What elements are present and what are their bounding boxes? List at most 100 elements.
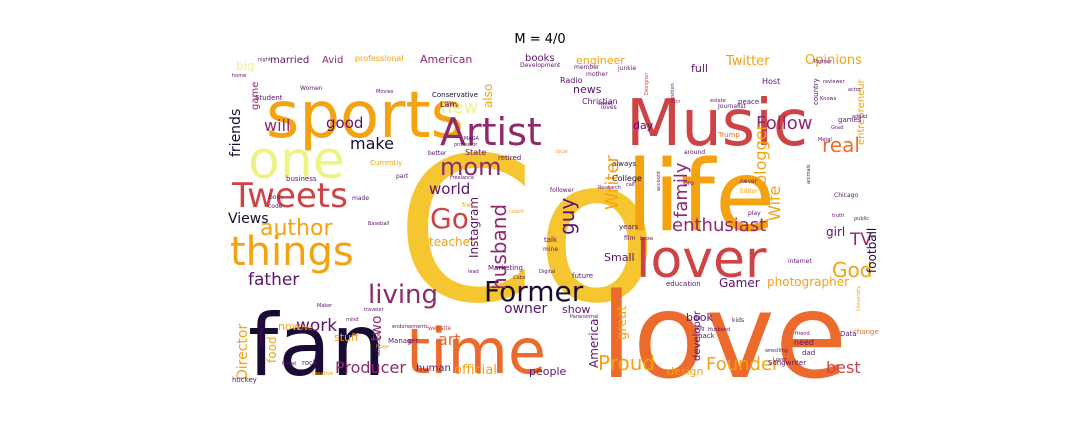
word-never: never	[740, 178, 758, 185]
word-huge: Huge	[376, 344, 389, 350]
word-real: real	[822, 133, 860, 157]
word-know: know	[640, 236, 653, 242]
word-husband: husband	[487, 204, 511, 290]
word-writer: Writer	[602, 154, 623, 210]
word-producer: Producer	[335, 358, 406, 377]
word-co: Co	[396, 115, 658, 348]
word-big: big	[236, 59, 255, 73]
word-radio: Radio	[560, 76, 583, 85]
word-maga: MAGA	[464, 136, 480, 142]
word-great: great	[615, 306, 630, 340]
word-new: new	[441, 97, 478, 118]
word-make: make	[350, 134, 394, 153]
word-business: business	[286, 175, 317, 183]
word-former: Former	[484, 275, 584, 308]
word-kids: kids	[732, 317, 744, 324]
word-estate: estate	[710, 98, 726, 104]
word-freelance: Freelance	[450, 175, 474, 181]
word-books: books	[525, 53, 555, 64]
cloud-background	[228, 45, 880, 385]
word-lover: lover	[636, 230, 767, 290]
word-lover: Lover	[773, 357, 788, 363]
word-games: games	[838, 116, 862, 124]
word-student: Student	[255, 94, 283, 102]
word-author: author	[260, 216, 333, 241]
word-friend: friend	[795, 331, 810, 337]
word-knows: Knows	[820, 96, 837, 102]
word-photographer: photographer	[767, 275, 849, 289]
word-manager: Manager	[388, 337, 419, 345]
word-peace: peace	[738, 98, 759, 106]
word-movies: Movies	[376, 89, 394, 95]
word-currently: Currently	[370, 159, 402, 167]
word-coach: coach	[509, 209, 524, 215]
word-love: love	[600, 267, 847, 385]
word-food: food	[265, 336, 279, 363]
word-things: things	[230, 229, 354, 275]
word-better: better	[428, 150, 447, 157]
word-data: Data	[840, 330, 857, 338]
word-call: call	[626, 182, 635, 188]
word-sweet: sweet	[598, 101, 613, 107]
word-night: night	[258, 57, 271, 63]
word-god: God	[832, 258, 872, 282]
word-local: local	[556, 149, 568, 155]
word-official: official	[454, 363, 497, 378]
word-living: living	[368, 280, 438, 310]
word-country: country	[812, 78, 820, 105]
figure-title: M = 4/0	[514, 32, 566, 47]
word-internet: internet	[788, 258, 812, 265]
word-website: website	[428, 325, 452, 332]
word-professional: professional	[355, 54, 403, 63]
word-truth: truth	[832, 213, 844, 219]
word-change: change	[853, 328, 879, 336]
word-wrestling: wrestling	[765, 348, 788, 354]
word-design: design	[667, 365, 704, 378]
word-owner: owner	[504, 301, 548, 317]
word-development: Development	[520, 62, 561, 69]
word-football: football	[865, 228, 879, 273]
word-always: always	[612, 160, 636, 168]
word-christian: Christian	[582, 97, 618, 106]
word-education: education	[666, 280, 701, 288]
word-part: part	[396, 173, 409, 180]
word-public: public	[854, 216, 869, 222]
word-husband: Husband	[708, 327, 730, 333]
word-retired: retired	[498, 154, 521, 162]
word-made: made	[352, 195, 369, 202]
word-nation: Nation	[664, 99, 680, 105]
word-digital: Digital	[539, 269, 555, 275]
word-developer: developer	[692, 310, 703, 361]
word-research: Research	[598, 185, 621, 191]
word-guy: guy	[555, 198, 579, 235]
word-follower: follower	[550, 187, 574, 194]
word-founder: Founder	[706, 354, 780, 375]
word-endorsements: endorsements	[392, 324, 428, 330]
word-women: Women	[300, 85, 323, 92]
word-state: State	[465, 148, 486, 157]
word-twitter: Twitter	[725, 54, 770, 69]
word-work: work	[296, 316, 337, 336]
word-director: Director	[235, 324, 251, 380]
word-engineer: engineer	[576, 54, 625, 67]
word-editor: Editor	[740, 188, 758, 195]
word-opinions: Opinions	[805, 53, 862, 68]
word-now: now	[278, 320, 301, 333]
word-american: American	[420, 53, 472, 66]
word-full: full	[691, 62, 708, 75]
word-actor: actor	[848, 87, 862, 93]
word-best: best	[826, 358, 861, 377]
word-cubs: Cubs	[513, 275, 526, 281]
word-hockey: hockey	[232, 376, 257, 384]
word-born: born	[269, 194, 283, 201]
word-journalist: Journalist	[717, 103, 747, 110]
word-free: free	[462, 202, 474, 209]
word-one: one	[248, 131, 345, 191]
word-america: America	[587, 319, 601, 369]
word-pro: pro	[684, 180, 694, 187]
word-maker: Maker	[317, 303, 333, 309]
word-dog: dog	[695, 326, 704, 332]
word-future: future	[572, 272, 593, 280]
word-travel: travel	[282, 361, 297, 367]
